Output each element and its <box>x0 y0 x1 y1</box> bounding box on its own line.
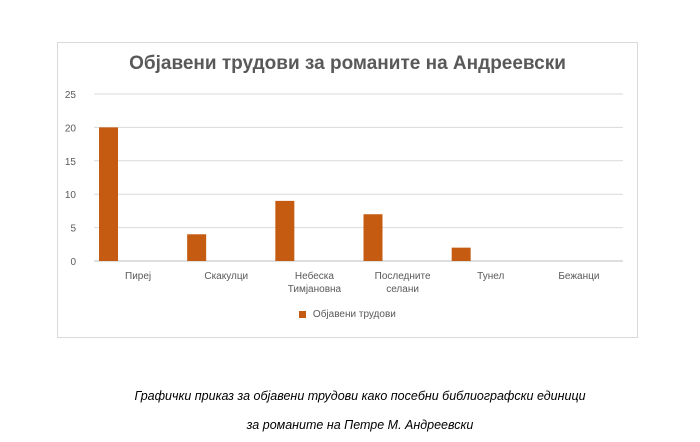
x-tick-label: Последните селани <box>375 271 431 295</box>
y-tick-label: 20 <box>65 123 77 134</box>
bar <box>275 200 295 261</box>
figure-caption-line-1: Графички приказ за објавени трудови како… <box>134 389 586 403</box>
y-tick-label: 10 <box>65 190 77 201</box>
bar-chart: 0 5 10 15 20 25 Пирej Скакулци Небеска Тимјановна… <box>65 90 623 295</box>
figure-caption-line-2: за романите на Петре М. Андреевски <box>246 418 474 432</box>
legend-label: Објавени трудови <box>312 309 396 320</box>
chart-frame: Објавени трудови за романите на Андреевс… <box>57 42 638 338</box>
chart-title: Објавени трудови за романите на Андреевс… <box>129 53 566 74</box>
y-tick-label: 15 <box>65 157 77 168</box>
bar <box>187 234 207 261</box>
x-tick-label: Тунел <box>477 271 504 282</box>
x-tick-label: Скакулци <box>204 271 248 282</box>
x-tick-label: Бежанци <box>558 271 599 282</box>
bar <box>99 127 118 262</box>
legend: Објавени трудови <box>58 309 637 320</box>
bar <box>451 247 471 261</box>
y-tick-label: 0 <box>70 257 76 268</box>
x-tick-label: Пирej <box>125 271 151 282</box>
y-tick-label: 5 <box>70 224 76 235</box>
x-tick-label: Небеска Тимјановна <box>288 270 342 295</box>
legend-swatch <box>299 311 307 318</box>
bar <box>363 214 383 261</box>
y-tick-label: 25 <box>65 90 77 101</box>
